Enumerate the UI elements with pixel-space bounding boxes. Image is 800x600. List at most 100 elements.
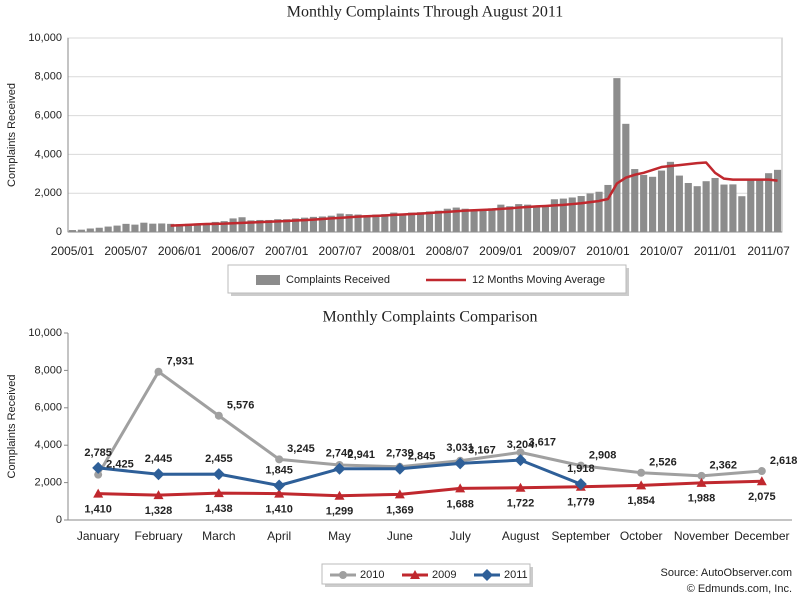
legend-marker — [339, 571, 347, 579]
y-tick-label: 4,000 — [34, 148, 62, 160]
x-tick-label: 2005/01 — [51, 244, 95, 258]
data-label: 2,941 — [348, 449, 376, 461]
annotation: Source: AutoObserver.com — [661, 567, 792, 579]
marker — [94, 470, 103, 479]
marker — [152, 468, 165, 481]
data-label: 3,167 — [468, 445, 496, 457]
bar — [327, 215, 335, 232]
data-label: 2,362 — [710, 460, 738, 472]
bar — [381, 214, 389, 232]
y-tick-label: 4,000 — [34, 439, 62, 451]
x-tick-label: May — [328, 529, 351, 543]
data-label: 1,918 — [567, 463, 595, 475]
marker — [273, 479, 286, 492]
marker — [393, 462, 406, 475]
legend-label: 2010 — [360, 569, 384, 581]
x-tick-label: 2011/01 — [694, 244, 737, 258]
x-tick-label: 2007/07 — [319, 244, 363, 258]
bar — [175, 224, 184, 232]
data-label: 3,204 — [507, 439, 535, 451]
bar — [541, 205, 550, 232]
legend-marker — [410, 570, 420, 579]
data-label: 2,445 — [145, 453, 173, 465]
y-axis-label: Complaints Received — [6, 375, 18, 479]
bar — [68, 230, 77, 232]
bar — [684, 182, 692, 232]
data-label: 1,688 — [446, 498, 474, 510]
marker — [455, 483, 466, 493]
data-label: 2,908 — [589, 450, 617, 462]
bar — [595, 191, 603, 232]
y-tick-label: 0 — [56, 514, 62, 526]
x-tick-label: November — [674, 529, 729, 543]
bar — [399, 213, 407, 232]
legend-label: 2011 — [504, 569, 528, 581]
x-tick-label: January — [77, 529, 120, 543]
data-label: 2,618 — [770, 455, 798, 467]
bar — [122, 223, 130, 232]
bar — [238, 217, 246, 232]
y-tick-label: 10,000 — [28, 32, 62, 44]
y-tick-label: 8,000 — [34, 71, 62, 83]
data-label: 1,299 — [326, 506, 354, 518]
bar — [256, 219, 264, 232]
bar — [425, 211, 434, 232]
marker — [212, 468, 225, 481]
legend-marker — [481, 569, 493, 581]
data-label: 1,410 — [265, 504, 293, 516]
bar — [274, 219, 282, 232]
x-tick-label: 2010/07 — [640, 244, 684, 258]
x-tick-label: July — [449, 529, 470, 543]
data-label: 2,526 — [649, 457, 677, 469]
bar — [416, 212, 425, 232]
x-tick-label: 2006/07 — [211, 244, 255, 258]
bar — [657, 170, 666, 232]
bar — [77, 229, 85, 232]
bar — [229, 218, 237, 232]
bar — [318, 216, 326, 232]
bar — [702, 181, 710, 232]
data-label: 2,739 — [386, 448, 414, 460]
bar — [488, 208, 496, 232]
data-label: 1,410 — [84, 504, 112, 516]
bar — [336, 213, 344, 232]
bar — [720, 184, 728, 232]
y-axis-label: Complaints Received — [6, 83, 18, 187]
bar — [604, 184, 612, 232]
data-label: 1,328 — [145, 505, 173, 517]
series-line — [170, 161, 778, 227]
bar — [470, 209, 478, 232]
x-tick-label: October — [620, 529, 663, 543]
data-label: 1,369 — [386, 504, 414, 516]
data-label: 1,854 — [627, 495, 655, 507]
bar — [247, 220, 255, 232]
data-label: 5,576 — [227, 400, 255, 412]
bar — [666, 161, 675, 232]
marker — [515, 482, 526, 492]
bar — [202, 223, 210, 232]
x-tick-label: March — [202, 529, 235, 543]
bar — [461, 208, 469, 232]
series-line — [96, 370, 762, 478]
x-tick-label: 2011/07 — [747, 244, 790, 258]
bar — [586, 193, 594, 232]
marker — [576, 461, 585, 470]
bar — [675, 175, 683, 232]
data-label: 3,245 — [287, 443, 315, 455]
y-tick-label: 10,000 — [28, 327, 62, 339]
x-tick-label: 2009/07 — [533, 244, 577, 258]
marker — [274, 488, 285, 498]
bar — [568, 197, 576, 232]
legend-label: Complaints Received — [286, 274, 390, 286]
marker — [637, 468, 646, 477]
x-tick-label: 2008/01 — [372, 244, 416, 258]
marker — [696, 477, 707, 487]
bar — [729, 184, 737, 232]
bar — [131, 224, 139, 232]
bar — [265, 219, 273, 232]
bar — [434, 210, 442, 232]
bar — [184, 223, 193, 232]
data-label: 2,740 — [326, 448, 354, 460]
y-tick-label: 6,000 — [34, 110, 62, 122]
x-tick-label: June — [387, 529, 413, 543]
